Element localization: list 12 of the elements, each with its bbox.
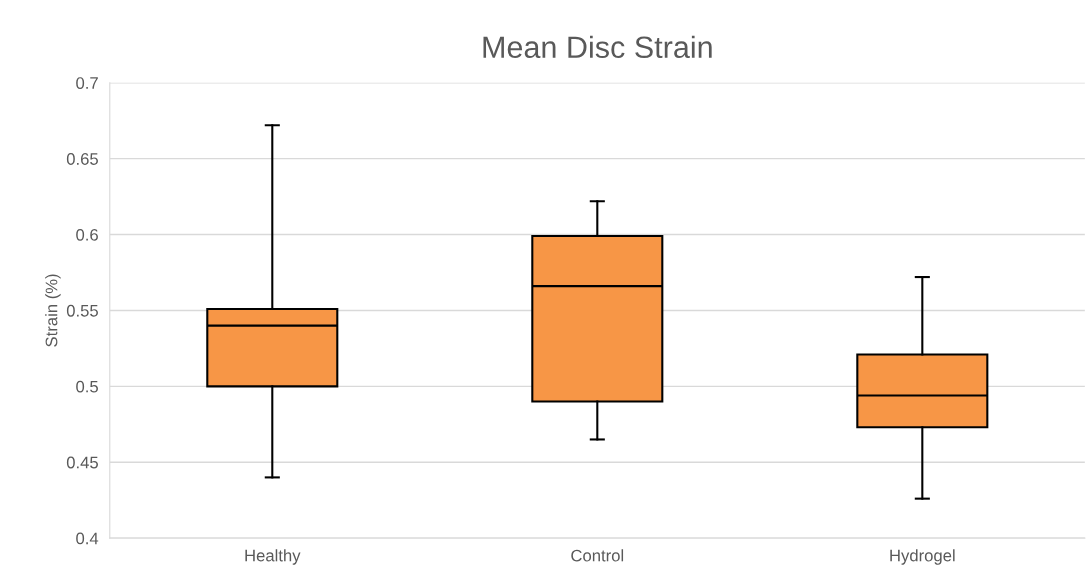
y-tick-label: 0.7 bbox=[76, 77, 98, 89]
y-tick-label: 0.6 bbox=[76, 228, 98, 241]
y-tick-label: 0.45 bbox=[66, 456, 98, 469]
y-tick-label: 0.65 bbox=[66, 153, 98, 165]
y-tick-label: 0.4 bbox=[76, 532, 99, 545]
x-tick-label: Hydrogel bbox=[890, 549, 955, 565]
y-tick-label: 0.55 bbox=[66, 304, 98, 317]
chart-title: Mean Disc Strain bbox=[483, 35, 712, 59]
y-tick-label: 0.5 bbox=[76, 380, 98, 393]
x-tick-label: Healthy bbox=[245, 549, 301, 565]
y-axis-title: Strain (%) bbox=[45, 274, 61, 347]
x-tick-label: Control bbox=[571, 549, 624, 562]
